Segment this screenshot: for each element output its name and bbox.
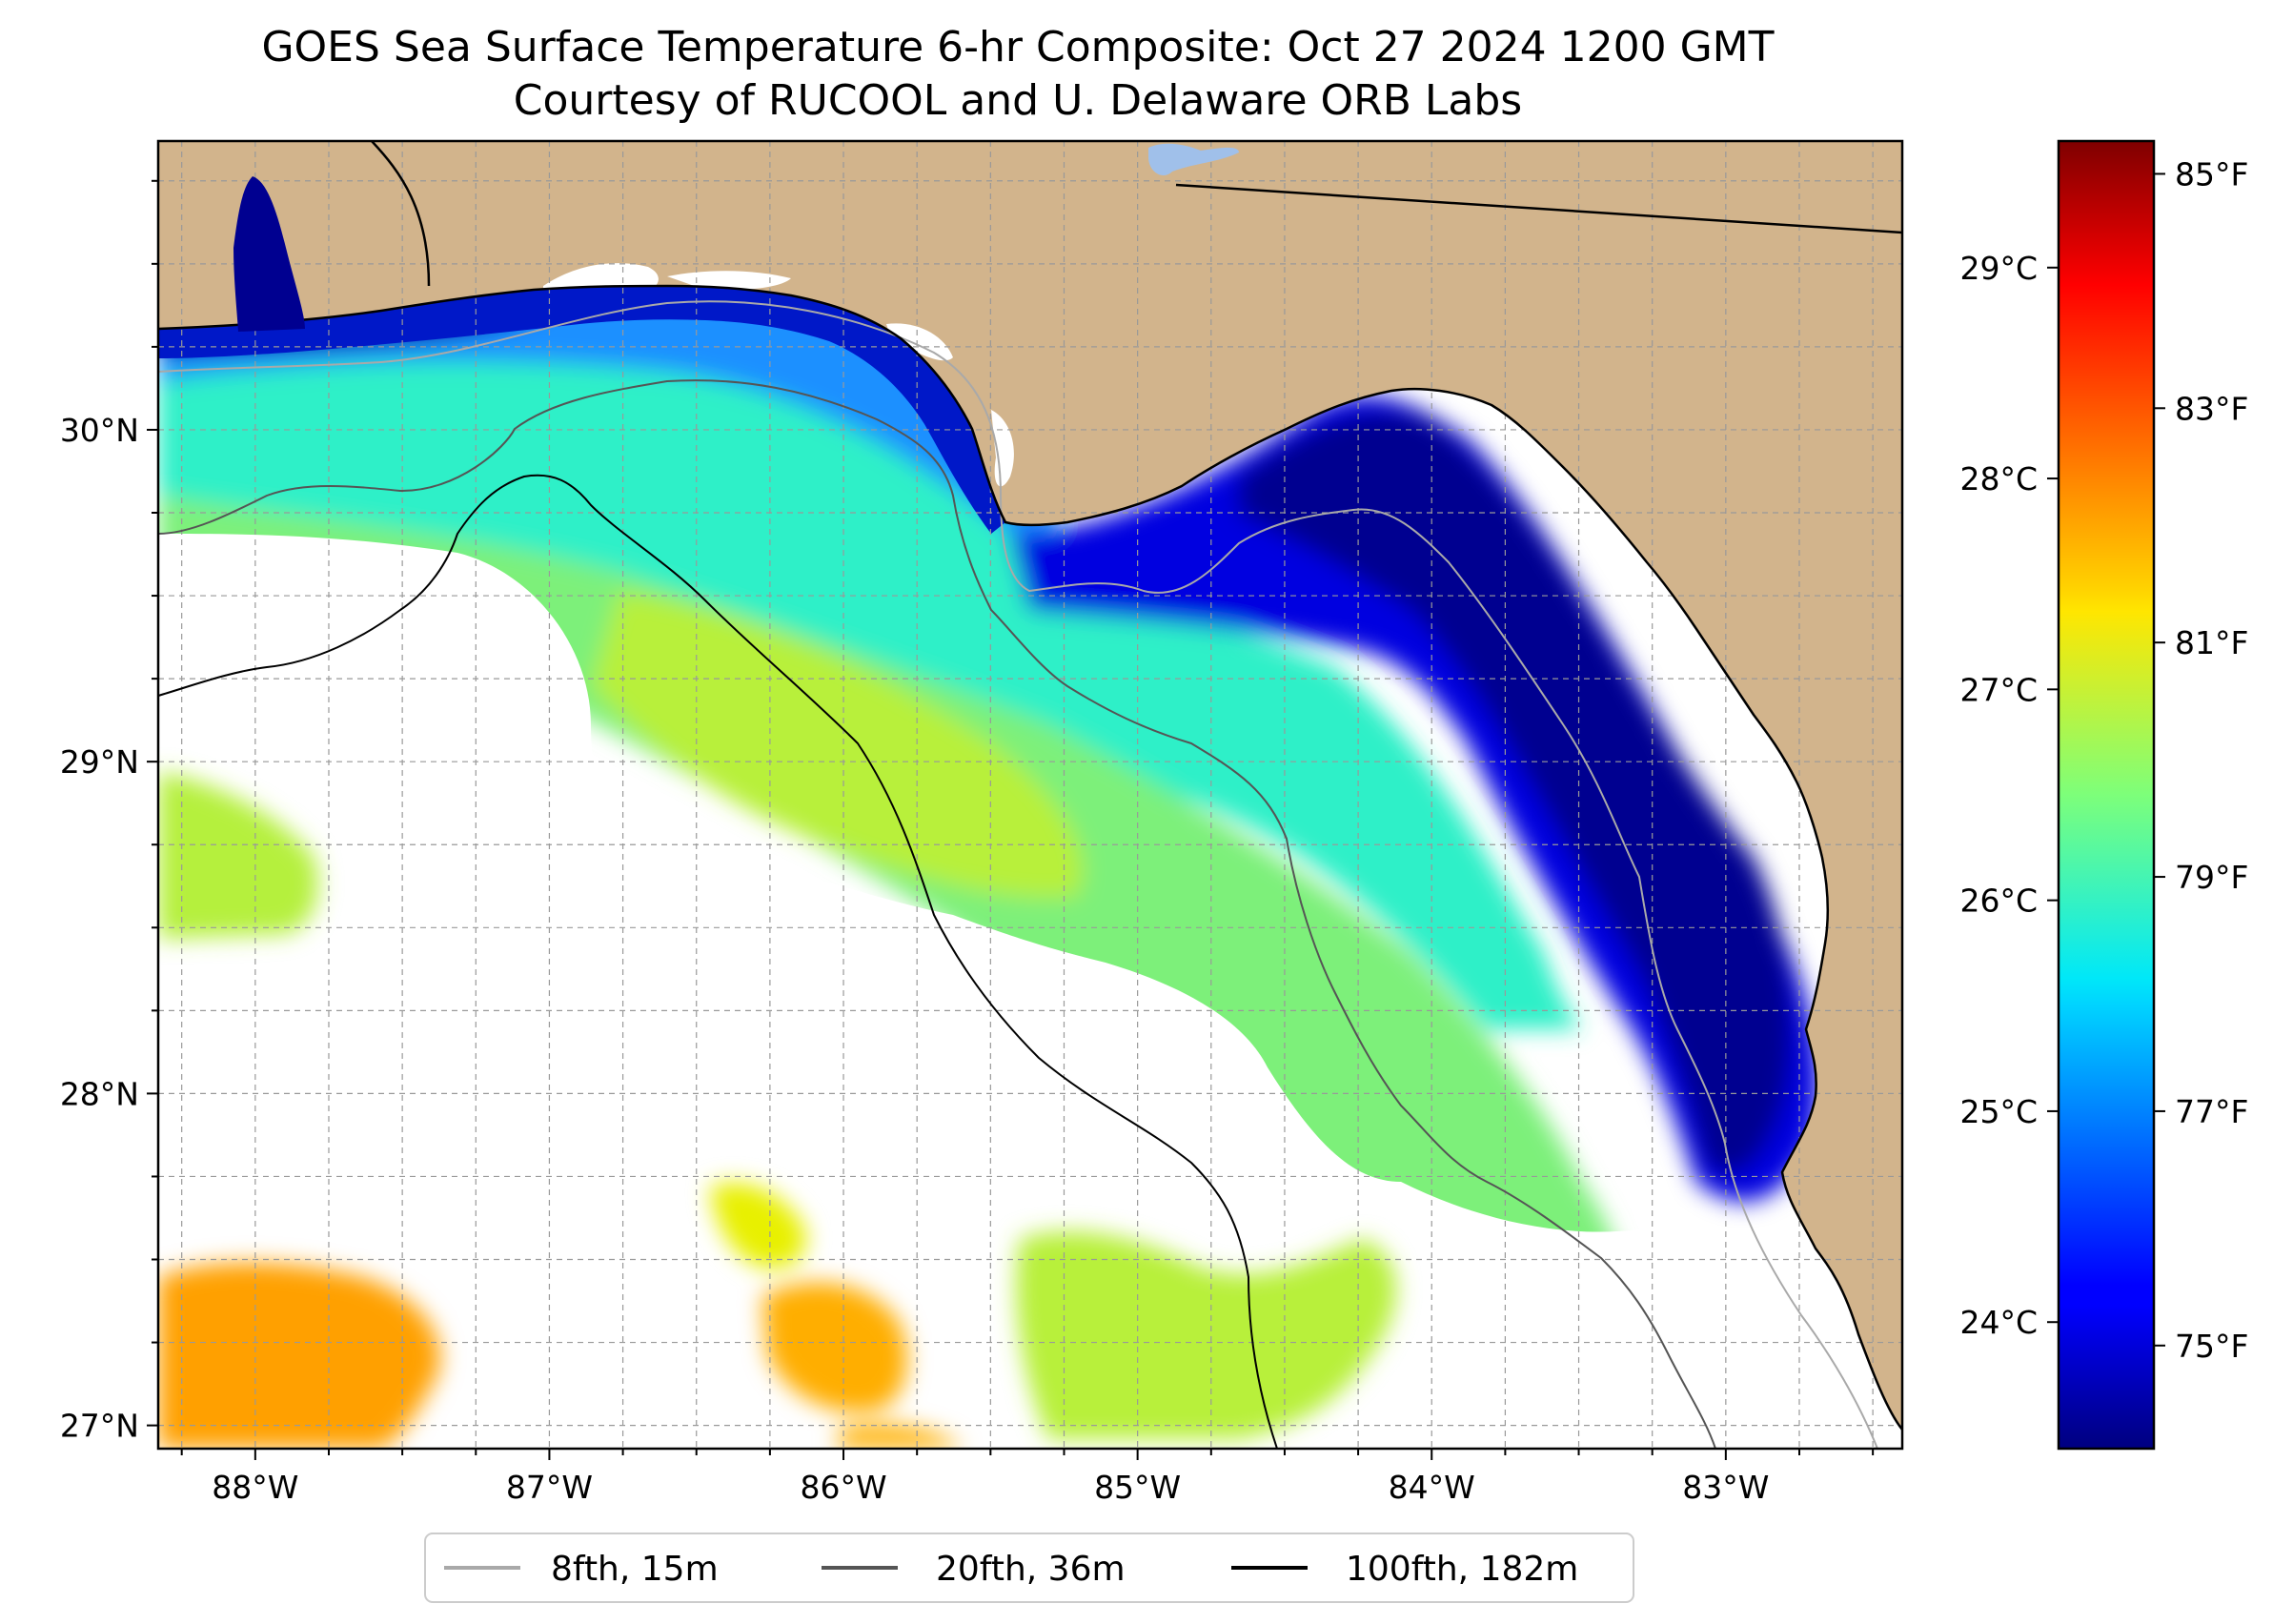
isobaths bbox=[158, 300, 1878, 1449]
land-north-coast bbox=[158, 141, 1902, 1430]
lat-tick-label: 30°N bbox=[60, 412, 139, 449]
fahrenheit-tick-label: 85°F bbox=[2175, 155, 2248, 193]
longitude-axis: 88°W 87°W 86°W 85°W 84°W 83°W bbox=[180, 1449, 1875, 1506]
legend-frame bbox=[424, 1533, 1634, 1603]
lake-seminole bbox=[1148, 143, 1239, 176]
colorbar-fahrenheit-ticks: 75°F 77°F 79°F 81°F 83°F 85°F bbox=[2154, 155, 2248, 1365]
coastline bbox=[158, 284, 1902, 1431]
colorbar-celsius-ticks: 24°C 25°C 26°C 27°C 28°C 29°C bbox=[1959, 250, 2059, 1341]
legend-item-100fth: 100fth, 182m bbox=[1231, 1550, 1578, 1589]
sst-region-coldest-core bbox=[1239, 412, 1792, 1174]
isobath-20fth bbox=[158, 379, 1716, 1449]
colorbar: 24°C 25°C 26°C 27°C 28°C 29°C 75°F 77°F 79°F 81°… bbox=[1959, 139, 2248, 1451]
sst-region-mid-shelf bbox=[158, 361, 1582, 1030]
map-panel bbox=[158, 141, 1902, 1449]
bay-west-east bbox=[886, 323, 953, 361]
sst-patch-west-green bbox=[158, 772, 318, 939]
nodata-gulf-interior bbox=[158, 534, 1715, 1449]
isobath-8fth bbox=[158, 300, 1878, 1449]
fahrenheit-tick-label: 81°F bbox=[2175, 624, 2248, 661]
fahrenheit-tick-label: 75°F bbox=[2175, 1328, 2248, 1365]
legend-item-8fth: 8fth, 15m bbox=[444, 1550, 719, 1589]
sst-region-florida-big-bend bbox=[1010, 396, 1818, 1202]
lon-tick-label: 85°W bbox=[1094, 1469, 1181, 1506]
fahrenheit-tick-label: 77°F bbox=[2175, 1093, 2248, 1130]
lon-tick-label: 87°W bbox=[506, 1469, 593, 1506]
celsius-tick-label: 24°C bbox=[1959, 1304, 2038, 1341]
lon-tick-label: 83°W bbox=[1682, 1469, 1769, 1506]
legend-label-20fth: 20fth, 36m bbox=[936, 1550, 1126, 1589]
sst-patch-south-yellow bbox=[710, 1183, 806, 1269]
legend-label-8fth: 8fth, 15m bbox=[551, 1550, 719, 1589]
sst-patch-southwest-orange bbox=[158, 1263, 440, 1449]
sst-field bbox=[158, 281, 1818, 1449]
celsius-tick-label: 26°C bbox=[1959, 883, 2038, 920]
gridlines bbox=[158, 141, 1902, 1449]
land bbox=[158, 141, 1902, 1430]
isobath-legend: 8fth, 15m 20fth, 36m 100fth, 182m bbox=[424, 1533, 1634, 1603]
legend-item-20fth: 20fth, 36m bbox=[822, 1550, 1126, 1589]
lat-tick-label: 27°N bbox=[60, 1408, 139, 1445]
sst-region-offshore-yellow bbox=[591, 591, 1083, 898]
lon-tick-label: 88°W bbox=[212, 1469, 298, 1506]
map-frame bbox=[156, 139, 1904, 1451]
lat-tick-label: 29°N bbox=[60, 743, 139, 781]
figure-subtitle: Courtesy of RUCOOL and U. Delaware ORB L… bbox=[514, 76, 1522, 125]
lon-tick-label: 84°W bbox=[1389, 1469, 1475, 1506]
sst-patch-bottom-orange bbox=[839, 1425, 963, 1449]
figure-title: GOES Sea Surface Temperature 6-hr Compos… bbox=[261, 23, 1774, 71]
isobath-100fth bbox=[158, 474, 1278, 1449]
fahrenheit-tick-label: 79°F bbox=[2175, 859, 2248, 896]
celsius-tick-label: 28°C bbox=[1959, 460, 2038, 497]
legend-label-100fth: 100fth, 182m bbox=[1346, 1550, 1578, 1589]
celsius-tick-label: 27°C bbox=[1959, 671, 2038, 708]
latitude-axis: 27°N 28°N 29°N 30°N bbox=[60, 179, 158, 1445]
lat-tick-label: 28°N bbox=[60, 1075, 139, 1112]
sst-patch-south-lime bbox=[1016, 1230, 1396, 1439]
state-border bbox=[1175, 183, 1902, 234]
state-border-west bbox=[371, 141, 431, 287]
celsius-tick-label: 29°C bbox=[1959, 250, 2038, 287]
sst-patch-south-orange bbox=[762, 1282, 907, 1412]
colorbar-gradient bbox=[2057, 139, 2156, 1451]
bay-apalachicola bbox=[991, 410, 1014, 487]
fahrenheit-tick-label: 83°F bbox=[2175, 390, 2248, 427]
lon-tick-label: 86°W bbox=[800, 1469, 886, 1506]
celsius-tick-label: 25°C bbox=[1959, 1093, 2038, 1130]
mobile-bay bbox=[233, 176, 305, 332]
